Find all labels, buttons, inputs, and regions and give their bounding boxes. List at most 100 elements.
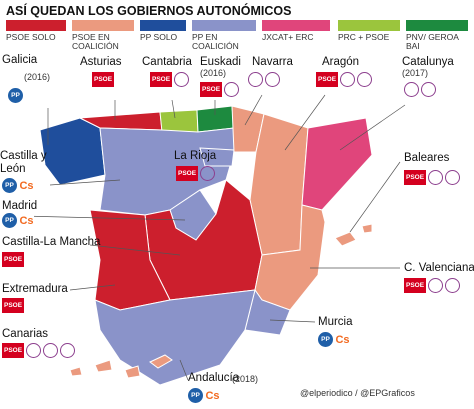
- party-logos: PSOE: [2, 252, 25, 267]
- party-logo: Cs: [19, 178, 34, 193]
- party-logo: PSOE: [150, 72, 173, 87]
- party-logo: Cs: [19, 213, 34, 228]
- party-icon: [248, 72, 263, 87]
- party-logos: PP Cs: [2, 178, 34, 193]
- legend-text: PNV/ GEROA BAI: [406, 32, 459, 51]
- party-icon: [43, 343, 59, 358]
- party-icon: [428, 278, 444, 293]
- la-rioja: [199, 147, 235, 167]
- regions: [39, 105, 373, 386]
- legend-item: JXCAT+ ERC: [262, 20, 330, 42]
- leader-lines: [21, 94, 406, 381]
- party-logos: PSOE: [150, 72, 190, 87]
- party-logos: PSOE: [176, 166, 216, 181]
- party-logo: PSOE: [2, 343, 25, 358]
- region-name: Canarias: [2, 328, 49, 340]
- party-logo: PSOE: [316, 72, 339, 87]
- party-logo: PP: [2, 178, 17, 193]
- region-name: Andalucía: [188, 372, 240, 384]
- party-logos: [248, 72, 280, 87]
- region-name: Asturias: [80, 56, 122, 68]
- party-logo: PP: [188, 388, 203, 403]
- legend-text: PSOE EN COALICIÓN: [72, 32, 119, 51]
- party-logos: PSOE: [316, 72, 373, 87]
- region-name: Baleares: [404, 152, 450, 164]
- legend-text: PP EN COALICIÓN: [192, 32, 239, 51]
- party-logos: [404, 82, 436, 97]
- legend-item: PP SOLO: [140, 20, 186, 42]
- party-logos: PP: [8, 88, 23, 103]
- party-icon: [265, 72, 280, 87]
- party-logo: PP: [2, 213, 17, 228]
- party-logos: PSOE: [404, 278, 461, 293]
- legend-item: PRC + PSOE: [338, 20, 400, 42]
- party-logo: Cs: [335, 332, 350, 347]
- party-logos: PP Cs: [2, 213, 34, 228]
- party-logo: PSOE: [200, 82, 223, 97]
- legend-swatch: [338, 20, 400, 31]
- region-name: La Rioja: [174, 150, 217, 162]
- baleares: [334, 231, 357, 247]
- region-name: Castilla-La Mancha: [2, 236, 101, 248]
- legend-text: PRC + PSOE: [338, 32, 390, 42]
- legend-item: PP EN COALICIÓN: [192, 20, 256, 51]
- party-logos: PSOE: [2, 298, 25, 313]
- legend-swatch: [6, 20, 66, 31]
- party-logo: PP: [8, 88, 23, 103]
- party-logo: PSOE: [404, 170, 427, 185]
- legend-swatch: [192, 20, 256, 31]
- party-logos: PSOE: [200, 82, 240, 97]
- region-name: Navarra: [252, 56, 293, 68]
- legend-swatch: [72, 20, 134, 31]
- canarias: [69, 366, 83, 377]
- legend-swatch: [140, 20, 186, 31]
- region-name: Madrid: [2, 200, 38, 212]
- legend-text: JXCAT+ ERC: [262, 32, 314, 42]
- region-name: Extremadura: [2, 283, 68, 295]
- region-name: Aragón: [322, 56, 360, 68]
- party-logos: PSOE: [2, 343, 76, 358]
- region-year: (2018): [232, 374, 259, 384]
- region-name: Murcia: [318, 316, 353, 328]
- party-icon: [200, 166, 216, 181]
- region-year: (2016): [200, 68, 227, 78]
- legend-item: PSOE EN COALICIÓN: [72, 20, 134, 51]
- legend-swatch: [406, 20, 468, 31]
- party-icon: [357, 72, 373, 87]
- title: ASÍ QUEDAN LOS GOBIERNOS AUTONÓMICOS: [6, 4, 292, 18]
- party-icon: [445, 170, 461, 185]
- region-name: Castilla y León: [0, 150, 47, 175]
- andalucia: [94, 289, 256, 386]
- party-logos: PSOE: [92, 72, 115, 87]
- party-logos: PSOE: [404, 170, 461, 185]
- region-name: Euskadi: [200, 56, 241, 68]
- canarias: [124, 365, 141, 379]
- legend-text: PP SOLO: [140, 32, 178, 42]
- party-icon: [224, 82, 240, 97]
- euskadi: [196, 105, 235, 133]
- legend-swatch: [262, 20, 330, 31]
- canarias: [149, 354, 173, 369]
- party-logo: PSOE: [92, 72, 115, 87]
- region-year: (2017): [402, 68, 429, 78]
- legend-text: PSOE SOLO: [6, 32, 56, 42]
- cantabria: [159, 109, 199, 133]
- legend-item: PNV/ GEROA BAI: [406, 20, 468, 51]
- party-logo: PSOE: [404, 278, 427, 293]
- party-icon: [26, 343, 42, 358]
- party-logo: Cs: [205, 388, 220, 403]
- baleares: [361, 223, 373, 234]
- legend-item: PSOE SOLO: [6, 20, 66, 42]
- party-logos: PP Cs: [318, 332, 350, 347]
- party-logo: PP: [318, 332, 333, 347]
- canarias: [94, 359, 113, 373]
- region-name: Galicia: [2, 54, 38, 66]
- region-year: (2016): [24, 72, 51, 82]
- party-icon: [421, 82, 436, 97]
- region-name: Cantabria: [142, 56, 192, 68]
- party-icon: [174, 72, 190, 87]
- party-icon: [428, 170, 444, 185]
- catalunya: [301, 117, 373, 211]
